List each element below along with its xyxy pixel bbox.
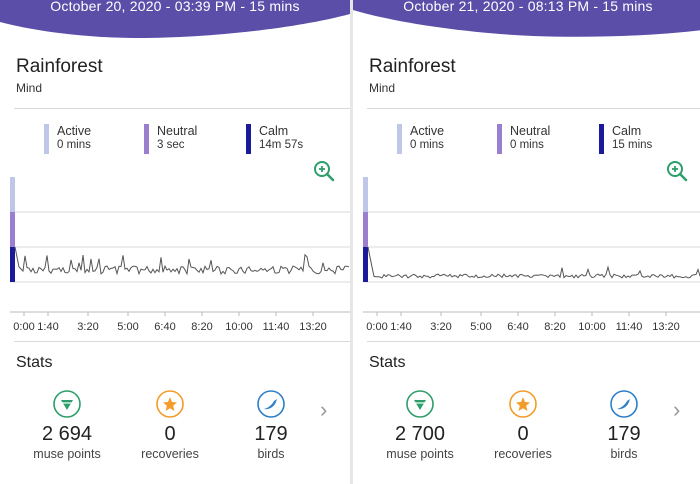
- stat-value: 0: [517, 423, 529, 445]
- chart-tick-label: 1:40: [390, 321, 411, 333]
- stat-birds: 179 birds: [216, 390, 326, 461]
- session-title: Rainforest: [369, 56, 456, 77]
- legend-calm-swatch: [246, 124, 251, 154]
- chart-tick-label: 10:00: [578, 321, 606, 333]
- section-rule: [14, 341, 350, 342]
- chart-tick-label: 6:40: [154, 321, 175, 333]
- mind-state-chart: 0:00 1:40 3:20 5:00 6:40 8:20 10:00 11:40 13:20: [363, 177, 700, 333]
- legend-neutral-value: 3 sec: [157, 139, 185, 151]
- chart-band-neutral: [363, 212, 368, 247]
- chart-band-active: [10, 177, 15, 212]
- chevron-right-icon[interactable]: ›: [320, 397, 328, 422]
- header-wave: [0, 0, 350, 38]
- stat-recoveries: 0 recoveries: [115, 390, 225, 461]
- zoom-in-icon[interactable]: [666, 160, 688, 187]
- stat-value: 2 700: [394, 423, 446, 445]
- legend-calm-label: Calm: [612, 124, 642, 138]
- chart-tick-label: 13:20: [652, 321, 680, 333]
- stat-label: recoveries: [141, 447, 199, 461]
- chart-tick-label: 5:00: [470, 321, 491, 333]
- recoveries-star-icon: [509, 390, 537, 418]
- stat-label: birds: [610, 447, 638, 461]
- legend-calm-swatch: [599, 124, 604, 154]
- legend-active-swatch: [397, 124, 402, 154]
- session-header-text: October 20, 2020 - 03:39 PM - 15 mins: [50, 0, 300, 14]
- legend-neutral-swatch: [144, 124, 149, 154]
- stat-label: recoveries: [494, 447, 552, 461]
- stat-value: 0: [164, 423, 176, 445]
- legend-neutral-label: Neutral: [510, 124, 551, 138]
- section-rule: [14, 108, 350, 109]
- section-rule: [367, 108, 700, 109]
- legend-neutral-value: 0 mins: [510, 139, 544, 151]
- section-rule: [367, 341, 700, 342]
- chart-tick-label: 11:40: [616, 321, 643, 333]
- stat-muse-points: 2 694 muse points: [12, 390, 122, 461]
- legend-neutral-label: Neutral: [157, 124, 198, 138]
- legend-active-swatch: [44, 124, 49, 154]
- chevron-right-icon[interactable]: ›: [673, 397, 681, 422]
- stat-birds: 179 birds: [569, 390, 679, 461]
- session-subtitle: Mind: [369, 81, 396, 95]
- header-wave: [353, 0, 700, 37]
- stat-recoveries: 0 recoveries: [468, 390, 578, 461]
- session-header-text: October 21, 2020 - 08:13 PM - 15 mins: [403, 0, 653, 14]
- chart-tick-label: 6:40: [507, 321, 528, 333]
- chart-tick-label: 0:00: [13, 321, 34, 333]
- recoveries-star-icon: [156, 390, 184, 418]
- chart-band-active: [363, 177, 368, 212]
- session-panel-oct-20: October 20, 2020 - 03:39 PM - 15 mins Ra…: [0, 0, 350, 461]
- chart-tick-label: 5:00: [117, 321, 138, 333]
- zoom-in-icon[interactable]: [313, 160, 335, 187]
- stat-label: muse points: [33, 447, 101, 461]
- chart-tick-label: 3:20: [77, 321, 98, 333]
- legend-calm-value: 15 mins: [612, 139, 653, 151]
- session-title: Rainforest: [16, 56, 103, 77]
- stat-value: 179: [607, 423, 641, 445]
- legend-active-value: 0 mins: [410, 139, 444, 151]
- chart-band-calm: [363, 247, 368, 282]
- birds-icon: [610, 390, 638, 418]
- stat-muse-points: 2 700 muse points: [365, 390, 475, 461]
- session-subtitle: Mind: [16, 81, 43, 95]
- legend-calm-label: Calm: [259, 124, 289, 138]
- legend-active-label: Active: [410, 124, 445, 138]
- session-panel-oct-21: October 21, 2020 - 08:13 PM - 15 mins Ra…: [353, 0, 700, 484]
- chart-tick-label: 13:20: [299, 321, 327, 333]
- legend-neutral-swatch: [497, 124, 502, 154]
- chart-band-neutral: [10, 212, 15, 247]
- chart-band-calm: [10, 247, 15, 282]
- chart-signal-line: [14, 246, 350, 276]
- stat-label: muse points: [386, 447, 454, 461]
- muse-points-icon: [53, 390, 81, 418]
- legend-active-value: 0 mins: [57, 139, 91, 151]
- chart-tick-label: 8:20: [544, 321, 565, 333]
- stats-title: Stats: [369, 354, 406, 371]
- session-header: October 21, 2020 - 08:13 PM - 15 mins: [353, 0, 700, 40]
- chart-tick-label: 1:40: [37, 321, 58, 333]
- stat-label: birds: [257, 447, 285, 461]
- birds-icon: [257, 390, 285, 418]
- chart-tick-label: 3:20: [430, 321, 451, 333]
- stat-value: 179: [254, 423, 288, 445]
- chart-signal-line: [367, 246, 700, 279]
- chart-tick-label: 10:00: [225, 321, 253, 333]
- legend-calm-value: 14m 57s: [259, 139, 304, 151]
- stat-value: 2 694: [41, 423, 93, 445]
- session-header: October 20, 2020 - 03:39 PM - 15 mins: [0, 0, 350, 40]
- chart-tick-label: 0:00: [366, 321, 387, 333]
- panel-divider: [350, 0, 353, 484]
- mind-state-chart: 0:00 1:40 3:20 5:00 6:40 8:20 10:00 11:40 13:20: [10, 177, 350, 333]
- stats-title: Stats: [16, 354, 53, 371]
- chart-tick-label: 8:20: [191, 321, 212, 333]
- chart-tick-label: 11:40: [263, 321, 290, 333]
- muse-points-icon: [406, 390, 434, 418]
- legend-active-label: Active: [57, 124, 92, 138]
